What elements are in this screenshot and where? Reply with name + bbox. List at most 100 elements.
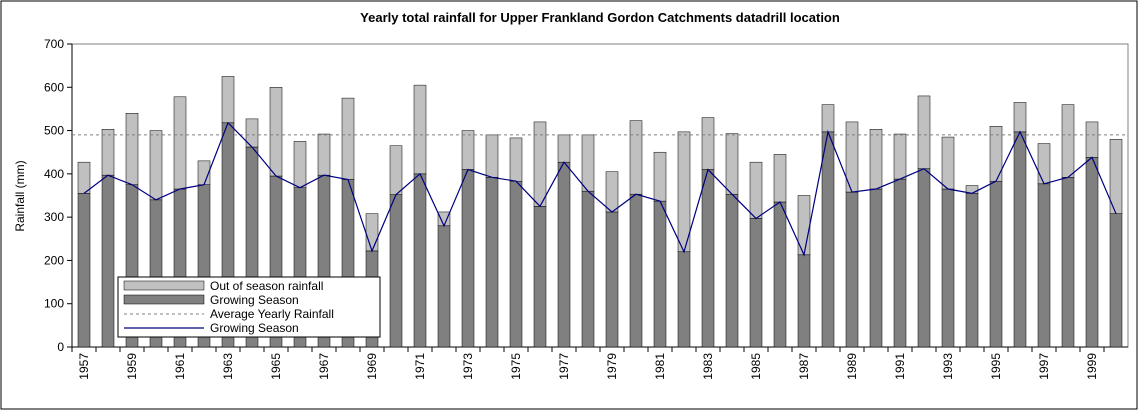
bar <box>101 174 115 348</box>
bar <box>605 171 619 213</box>
bar <box>677 131 691 253</box>
bar <box>773 201 787 348</box>
bar <box>917 95 931 169</box>
bar <box>77 193 91 348</box>
bar <box>605 211 619 348</box>
x-tick-label: 1993 <box>941 353 955 380</box>
bar <box>1013 102 1027 133</box>
bar <box>773 154 787 203</box>
x-tick-label: 1969 <box>365 353 379 380</box>
bar <box>293 141 307 188</box>
bar <box>437 225 451 348</box>
line-series <box>83 121 1117 257</box>
bar <box>485 134 499 178</box>
bar <box>917 168 931 348</box>
bar <box>653 200 667 348</box>
legend-swatch <box>123 294 205 305</box>
bar <box>1037 183 1051 348</box>
x-tick-label: 1981 <box>653 353 667 380</box>
bar <box>797 254 811 348</box>
bar <box>653 151 667 202</box>
bar <box>941 136 955 190</box>
y-tick-label: 200 <box>44 253 64 267</box>
bar <box>1109 213 1123 348</box>
legend-label: Average Yearly Rainfall <box>210 307 334 321</box>
bar <box>77 161 91 194</box>
bar <box>413 84 427 175</box>
bar <box>869 129 883 190</box>
bar <box>629 193 643 348</box>
bar <box>269 87 283 177</box>
bar <box>1013 131 1027 348</box>
bar <box>461 130 475 170</box>
bar <box>869 188 883 348</box>
x-tick-label: 1971 <box>413 353 427 380</box>
bar <box>965 193 979 348</box>
bar <box>1061 177 1075 348</box>
bar <box>341 97 355 180</box>
x-tick-label: 1957 <box>77 353 91 380</box>
bar <box>1085 157 1099 348</box>
y-tick-label: 300 <box>44 210 64 224</box>
x-tick-label: 1987 <box>797 353 811 380</box>
x-tick-label: 1975 <box>509 353 523 380</box>
bar <box>101 129 115 176</box>
x-tick-label: 1965 <box>269 353 283 380</box>
x-tick-label: 1983 <box>701 353 715 380</box>
bar <box>149 130 163 201</box>
bar <box>389 194 403 348</box>
bar <box>1109 138 1123 214</box>
bar <box>125 113 139 185</box>
legend-swatch <box>123 280 205 291</box>
x-tick-label: 1999 <box>1085 353 1099 380</box>
bar <box>461 169 475 348</box>
y-tick-label: 100 <box>44 297 64 311</box>
y-tick-label: 700 <box>44 37 64 51</box>
x-tick-label: 1991 <box>893 353 907 380</box>
legend-label: Growing Season <box>210 321 299 335</box>
bar <box>725 133 739 195</box>
bar <box>389 145 403 195</box>
bar <box>413 173 427 348</box>
bar <box>941 188 955 348</box>
bar <box>485 177 499 348</box>
x-tick-label: 1979 <box>605 353 619 380</box>
bar <box>989 180 1003 348</box>
bar <box>317 133 331 176</box>
x-tick-label: 1995 <box>989 353 1003 380</box>
bar <box>437 211 451 227</box>
legend-label: Out of season rainfall <box>210 279 323 293</box>
bar <box>893 133 907 180</box>
x-tick-label: 1985 <box>749 353 763 380</box>
bar <box>509 180 523 348</box>
bar <box>509 137 523 182</box>
x-tick-label: 1977 <box>557 353 571 380</box>
bar <box>533 206 547 348</box>
x-tick-label: 1997 <box>1037 353 1051 380</box>
bar <box>557 161 571 348</box>
bar <box>701 117 715 170</box>
x-tick-label: 1961 <box>173 353 187 380</box>
bar <box>893 178 907 348</box>
bar <box>701 169 715 348</box>
x-tick-label: 1959 <box>125 353 139 380</box>
bar <box>725 193 739 348</box>
bar <box>173 96 187 190</box>
y-tick-label: 400 <box>44 167 64 181</box>
x-tick-label: 1963 <box>221 353 235 380</box>
bar <box>581 134 595 192</box>
bar <box>749 218 763 348</box>
y-tick-label: 500 <box>44 124 64 138</box>
bar <box>581 190 595 348</box>
bar <box>557 134 571 163</box>
y-tick-label: 0 <box>57 340 64 354</box>
bar <box>629 120 643 195</box>
legend-label: Growing Season <box>210 293 299 307</box>
x-tick-label: 1973 <box>461 353 475 380</box>
bar <box>677 251 691 348</box>
bar <box>365 213 379 252</box>
bar <box>221 76 235 124</box>
bar <box>845 191 859 348</box>
bar <box>1085 121 1099 158</box>
